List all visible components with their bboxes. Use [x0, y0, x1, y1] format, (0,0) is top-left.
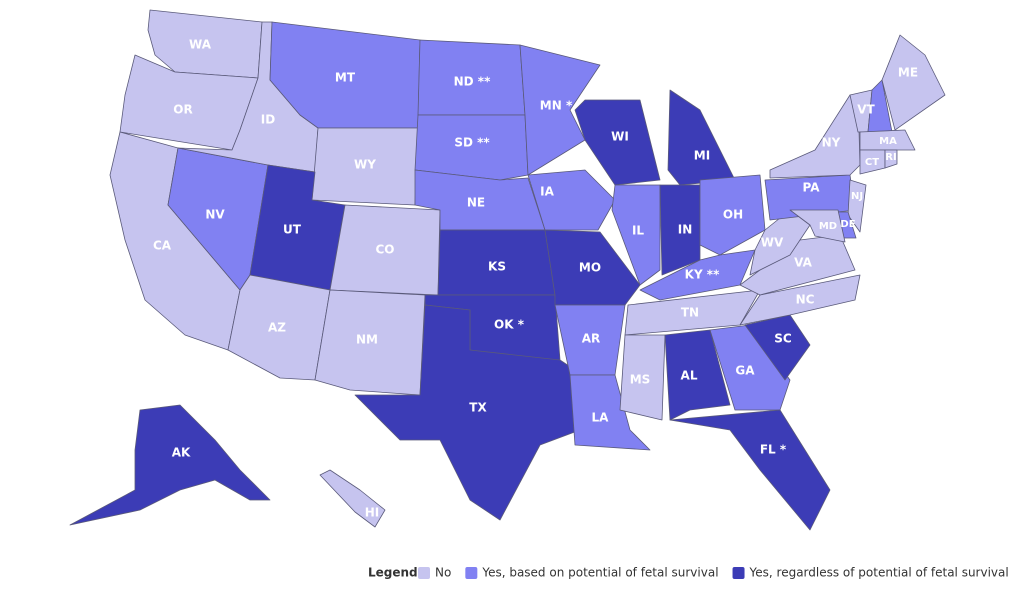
state-label: VT	[857, 103, 875, 117]
state-label: LA	[592, 411, 610, 425]
state-label: NC	[796, 293, 815, 307]
legend-swatch	[465, 567, 478, 579]
state-label: ID	[261, 113, 275, 127]
legend-title: Legend	[368, 566, 418, 580]
state-label: WY	[354, 158, 376, 172]
state-label: NJ	[851, 191, 863, 202]
state-label: MS	[630, 373, 651, 387]
state-label: AR	[582, 332, 601, 346]
state	[699, 174, 766, 256]
state-label: TX	[469, 401, 487, 415]
state-label: MD	[819, 221, 837, 232]
state	[611, 184, 661, 286]
state	[709, 324, 791, 411]
state-label: CT	[865, 157, 879, 168]
state	[847, 179, 867, 233]
state-label: CA	[153, 239, 172, 253]
state-label: OH	[723, 208, 743, 222]
state	[569, 374, 651, 451]
legend-label: No	[435, 566, 451, 580]
state-label: AL	[681, 369, 698, 383]
state-label: AK	[172, 446, 191, 460]
state-label: KS	[488, 260, 506, 274]
state	[354, 304, 581, 521]
state-label: WV	[761, 236, 784, 250]
state-label: WI	[611, 130, 629, 144]
state-label: MI	[694, 149, 710, 163]
state-label: IA	[540, 185, 554, 199]
state-label: RI	[885, 152, 896, 163]
state	[619, 334, 666, 421]
state-label: TN	[681, 306, 699, 320]
state-label: ME	[898, 66, 918, 80]
state-label: NM	[356, 333, 378, 347]
state	[667, 89, 736, 186]
state-label: MO	[579, 261, 601, 275]
state	[319, 469, 386, 528]
state-label: CO	[375, 243, 394, 257]
state-label: KY **	[685, 268, 720, 282]
state	[789, 209, 846, 243]
state-label: OR	[173, 103, 192, 117]
state	[769, 94, 861, 179]
state-label: NY	[822, 136, 841, 150]
state-label: ND **	[454, 75, 491, 89]
state-label: MN *	[540, 99, 573, 113]
state-label: UT	[283, 223, 302, 237]
state-label: OK *	[494, 318, 525, 332]
state	[739, 274, 861, 326]
state	[881, 34, 946, 131]
legend-label: Yes, regardless of potential of fetal su…	[749, 566, 1009, 580]
state-label: MA	[879, 136, 897, 147]
state-label: MT	[335, 71, 356, 85]
state-label: DE	[840, 219, 855, 230]
state-label: HI	[365, 506, 380, 520]
state	[669, 409, 831, 531]
state-label: FL *	[760, 443, 787, 457]
state	[69, 404, 271, 526]
state-label: SC	[774, 332, 792, 346]
state	[527, 169, 616, 231]
state	[859, 129, 916, 151]
state-label: AZ	[268, 321, 286, 335]
state-label: WA	[189, 38, 212, 52]
state-label: GA	[735, 364, 755, 378]
state	[414, 114, 529, 181]
state-label: NE	[467, 196, 485, 210]
state-label: NV	[205, 208, 225, 222]
state	[314, 289, 426, 396]
state-label: IL	[632, 224, 644, 238]
state-label: PA	[803, 181, 821, 195]
state	[884, 149, 898, 169]
legend-swatch	[732, 567, 745, 579]
state-label: SD **	[454, 136, 490, 150]
state	[664, 329, 731, 421]
legend-label: Yes, based on potential of fetal surviva…	[481, 566, 718, 580]
state-label: VA	[794, 256, 812, 270]
legend-swatch	[418, 567, 430, 579]
state-label: IN	[678, 223, 693, 237]
